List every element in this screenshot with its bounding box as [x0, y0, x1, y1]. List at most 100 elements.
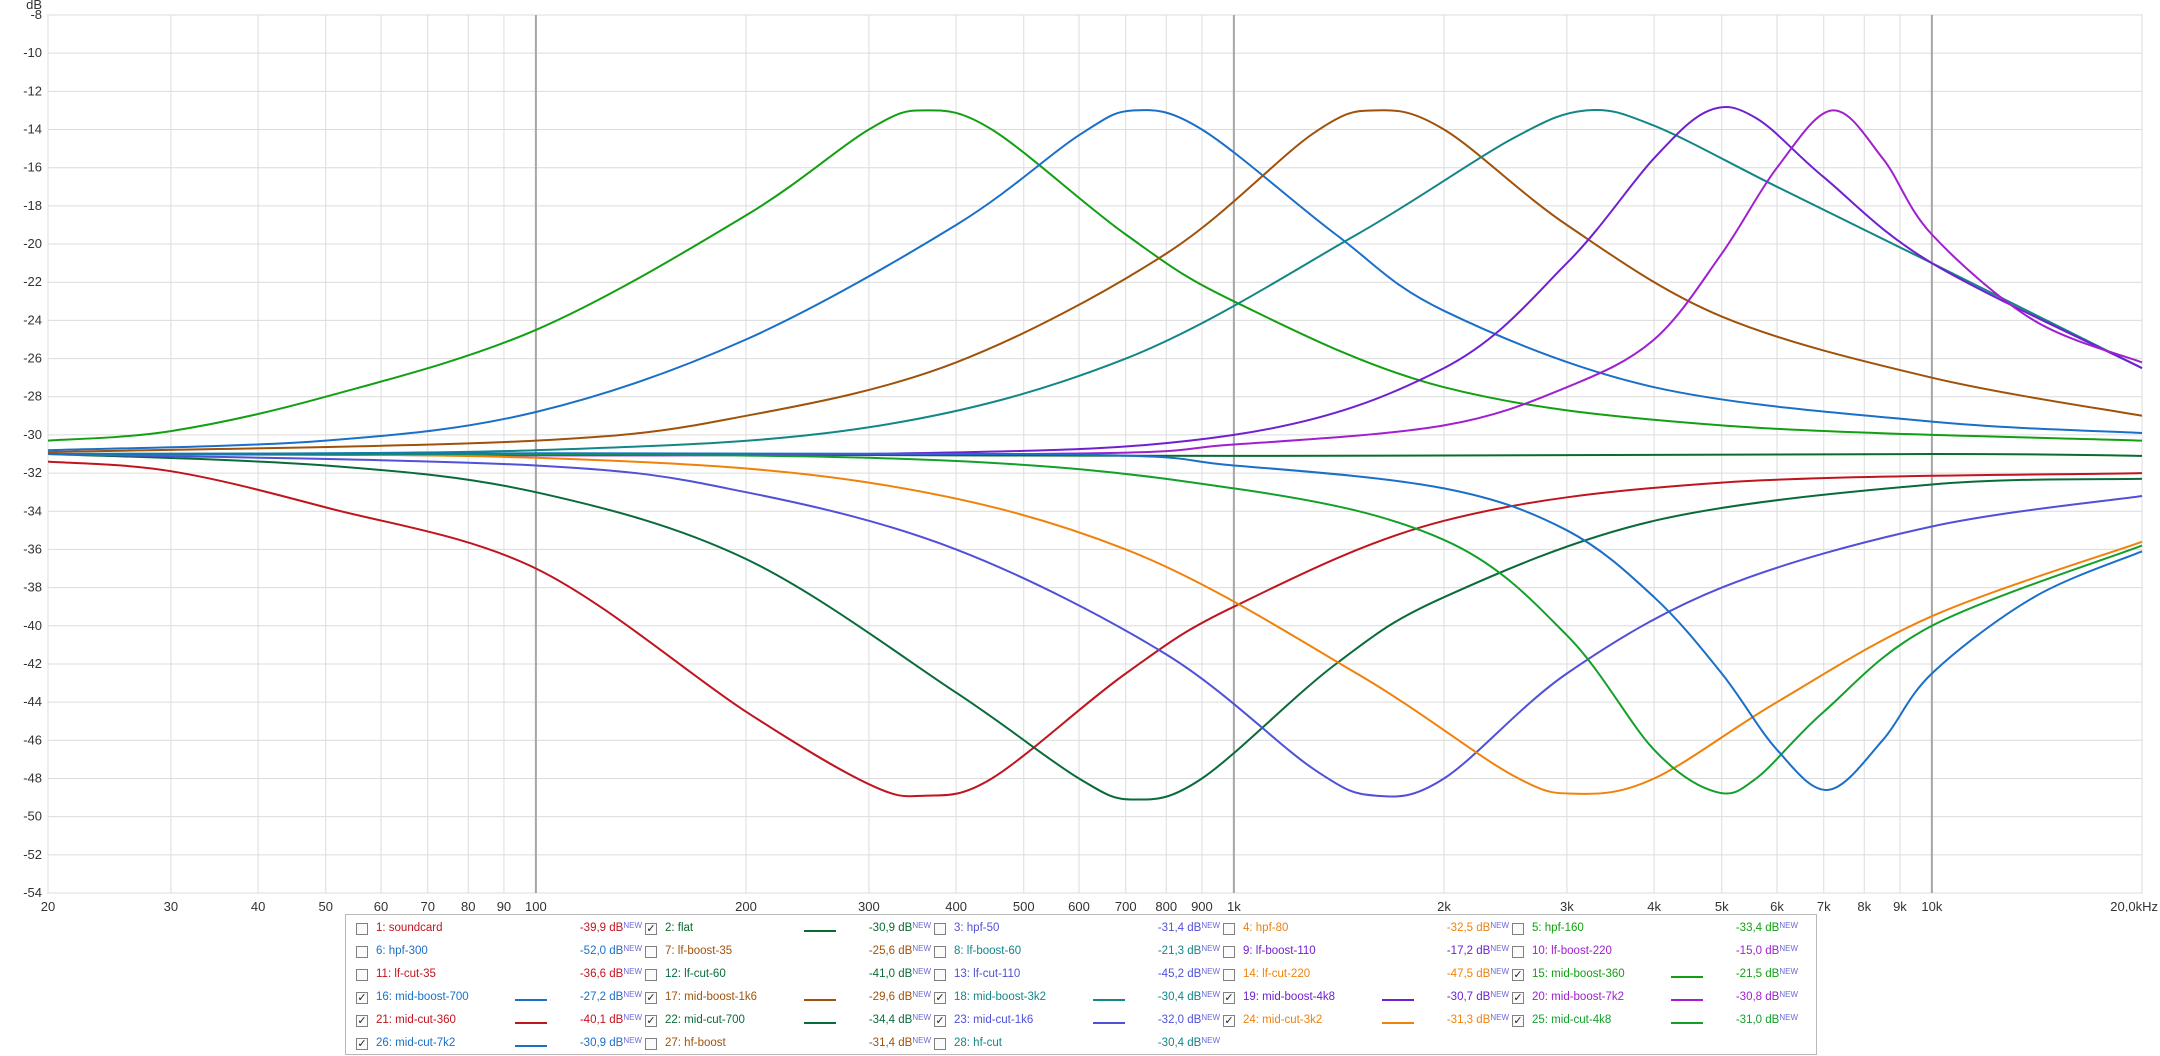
new-badge: NEW — [912, 990, 931, 999]
legend-label: 16: mid-boost-700 — [376, 991, 469, 1003]
legend-label: 10: lf-boost-220 — [1532, 945, 1612, 957]
legend-checkbox[interactable]: ✓ — [356, 1038, 368, 1050]
new-badge: NEW — [623, 1013, 642, 1022]
new-badge: NEW — [1201, 967, 1220, 976]
legend-value: -25,6 dBNEW — [868, 944, 931, 957]
legend-checkbox[interactable] — [1512, 946, 1524, 958]
legend-checkbox[interactable] — [934, 969, 946, 981]
legend-checkbox[interactable] — [356, 969, 368, 981]
legend-checkbox[interactable]: ✓ — [645, 923, 657, 935]
legend-value: -29,6 dBNEW — [868, 990, 931, 1003]
y-tick-label: -42 — [23, 656, 42, 671]
legend-value: -34,4 dBNEW — [868, 1013, 931, 1026]
legend-checkbox[interactable] — [645, 1038, 657, 1050]
legend-checkbox[interactable]: ✓ — [645, 992, 657, 1004]
new-badge: NEW — [623, 944, 642, 953]
legend-value: -36,6 dBNEW — [579, 967, 642, 980]
y-tick-label: -8 — [30, 7, 42, 22]
legend-checkbox[interactable]: ✓ — [934, 1015, 946, 1027]
legend-checkbox[interactable] — [1223, 946, 1235, 958]
legend-checkbox[interactable]: ✓ — [1512, 1015, 1524, 1027]
legend-value: -32,0 dBNEW — [1157, 1013, 1220, 1026]
legend-entry: ✓ 18: mid-boost-3k2 -30,4 dBNEW — [928, 988, 1220, 1010]
legend-value: -39,9 dBNEW — [579, 921, 642, 934]
legend-checkbox[interactable] — [1223, 969, 1235, 981]
x-tick-label: 9k — [1893, 899, 1907, 912]
new-badge: NEW — [623, 1036, 642, 1045]
x-tick-label: 30 — [164, 899, 178, 912]
legend-value: -41,0 dBNEW — [868, 967, 931, 980]
legend-checkbox[interactable] — [645, 969, 657, 981]
y-tick-label: -10 — [23, 45, 42, 60]
legend-entry: 10: lf-boost-220 -15,0 dBNEW — [1506, 942, 1798, 964]
legend-entry: ✓ 16: mid-boost-700 -27,2 dBNEW — [350, 988, 642, 1010]
legend-entry: ✓ 17: mid-boost-1k6 -29,6 dBNEW — [639, 988, 931, 1010]
legend-checkbox[interactable]: ✓ — [1512, 969, 1524, 981]
x-tick-label: 1k — [1227, 899, 1241, 912]
legend-label: 14: lf-cut-220 — [1243, 968, 1311, 980]
legend-entry: ✓ 15: mid-boost-360 -21,5 dBNEW — [1506, 965, 1798, 987]
legend-value: -30,4 dBNEW — [1157, 990, 1220, 1003]
new-badge: NEW — [1490, 990, 1509, 999]
legend-line-swatch — [1382, 1022, 1414, 1024]
legend-entry: 27: hf-boost -31,4 dBNEW — [639, 1034, 931, 1056]
legend-entry: 9: lf-boost-110 -17,2 dBNEW — [1217, 942, 1509, 964]
x-tick-label: 80 — [461, 899, 475, 912]
legend-value: -21,5 dBNEW — [1735, 967, 1798, 980]
legend-entry: 8: lf-boost-60 -21,3 dBNEW — [928, 942, 1220, 964]
new-badge: NEW — [1490, 967, 1509, 976]
legend-value: -30,9 dBNEW — [868, 921, 931, 934]
legend-line-swatch — [804, 1022, 836, 1024]
x-tick-label: 200 — [735, 899, 757, 912]
series-line-26-mid-cut-7k2 — [47, 452, 2143, 791]
legend-checkbox[interactable]: ✓ — [934, 992, 946, 1004]
series-line-15-mid-boost-360 — [47, 109, 2143, 442]
series-line-16-mid-boost-700 — [47, 109, 2143, 452]
legend-checkbox[interactable] — [934, 923, 946, 935]
new-badge: NEW — [1490, 944, 1509, 953]
x-tick-label: 800 — [1155, 899, 1177, 912]
x-tick-label: 4k — [1647, 899, 1661, 912]
legend-entry: ✓ 26: mid-cut-7k2 -30,9 dBNEW — [350, 1034, 642, 1056]
legend-checkbox[interactable]: ✓ — [1223, 992, 1235, 1004]
new-badge: NEW — [1779, 944, 1798, 953]
legend-entry: 13: lf-cut-110 -45,2 dBNEW — [928, 965, 1220, 987]
legend-checkbox[interactable] — [645, 946, 657, 958]
new-badge: NEW — [912, 944, 931, 953]
legend-label: 19: mid-boost-4k8 — [1243, 991, 1336, 1003]
legend-checkbox[interactable] — [356, 946, 368, 958]
y-tick-label: -38 — [23, 580, 42, 595]
frequency-response-chart: -8 -10 -12 -14 -16 -18 -20 -22 -24 -26 -28 -30 -32 -3… — [23, 0, 2158, 912]
legend-value: -52,0 dBNEW — [579, 944, 642, 957]
legend-label: 2: flat — [665, 922, 694, 934]
x-tick-label: 70 — [421, 899, 435, 912]
x-tick-label: 20 — [41, 899, 55, 912]
y-tick-label: -20 — [23, 236, 42, 251]
legend-line-swatch — [1093, 999, 1125, 1001]
legend-label: 6: hpf-300 — [376, 945, 428, 957]
legend-checkbox[interactable] — [934, 946, 946, 958]
legend-line-swatch — [515, 999, 547, 1001]
new-badge: NEW — [623, 990, 642, 999]
legend-checkbox[interactable]: ✓ — [645, 1015, 657, 1027]
legend-label: 26: mid-cut-7k2 — [376, 1037, 456, 1049]
legend-checkbox[interactable]: ✓ — [1512, 992, 1524, 1004]
legend-checkbox[interactable] — [356, 923, 368, 935]
legend-line-swatch — [1093, 1022, 1125, 1024]
legend-checkbox[interactable] — [934, 1038, 946, 1050]
y-tick-label: -40 — [23, 618, 42, 633]
y-tick-label: -32 — [23, 465, 42, 480]
legend-value: -27,2 dBNEW — [579, 990, 642, 1003]
x-tick-label: 2k — [1437, 899, 1451, 912]
legend-checkbox[interactable]: ✓ — [356, 992, 368, 1004]
legend-label: 28: hf-cut — [954, 1037, 1002, 1049]
legend-entry: ✓ 21: mid-cut-360 -40,1 dBNEW — [350, 1011, 642, 1033]
legend-checkbox[interactable] — [1223, 923, 1235, 935]
new-badge: NEW — [912, 967, 931, 976]
y-tick-label: -36 — [23, 541, 42, 556]
y-tick-label: -50 — [23, 809, 42, 824]
legend-entry: 11: lf-cut-35 -36,6 dBNEW — [350, 965, 642, 987]
legend-checkbox[interactable]: ✓ — [1223, 1015, 1235, 1027]
legend-checkbox[interactable]: ✓ — [356, 1015, 368, 1027]
legend-checkbox[interactable] — [1512, 923, 1524, 935]
